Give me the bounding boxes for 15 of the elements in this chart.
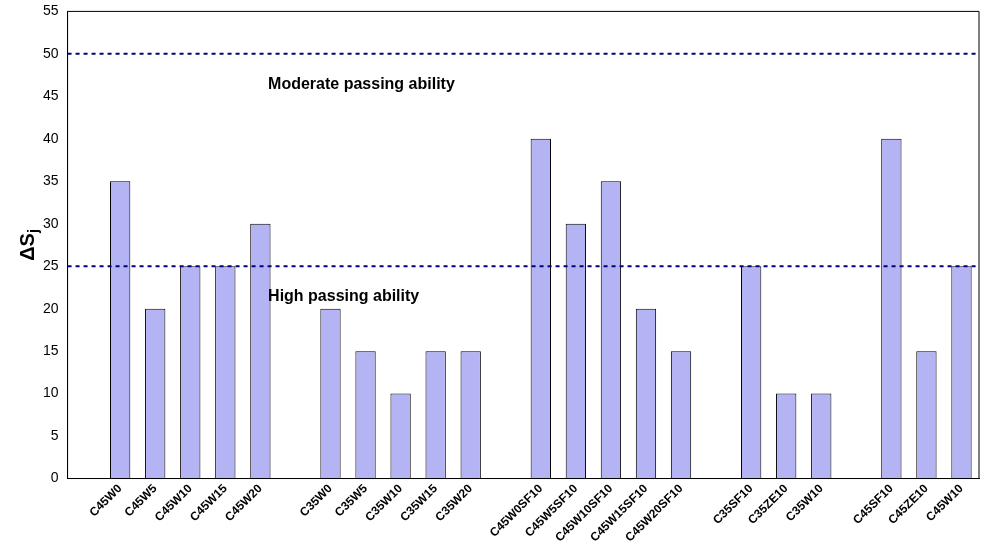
y-tick-label: 30 — [42, 214, 59, 231]
y-tick-label: 25 — [42, 257, 59, 274]
ref-line-label: High passing ability — [268, 287, 420, 305]
y-tick-label: 10 — [42, 384, 59, 401]
y-tick-label: 50 — [42, 44, 59, 61]
y-tick-label: 0 — [50, 469, 59, 486]
y-tick-label: 20 — [42, 299, 59, 316]
y-tick-label: 55 — [42, 2, 59, 19]
y-tick-label: 35 — [42, 172, 59, 189]
ref-line-label: Moderate passing ability — [268, 74, 455, 92]
y-tick-label: 45 — [42, 87, 59, 104]
y-tick-label: 40 — [42, 129, 59, 146]
y-axis-title: ΔSj — [15, 229, 41, 261]
y-tick-label: 5 — [50, 426, 59, 443]
y-tick-label: 15 — [42, 341, 59, 358]
